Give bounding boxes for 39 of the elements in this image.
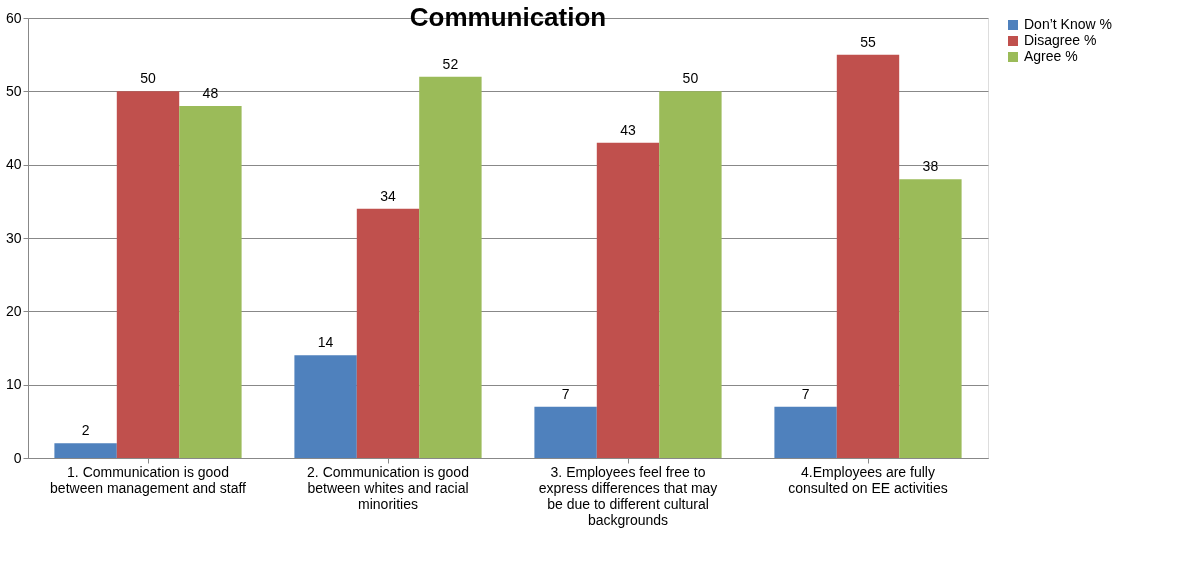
- legend-label: Don’t Know %: [1024, 16, 1112, 32]
- data-label: 55: [860, 33, 876, 50]
- data-label: 2: [81, 422, 90, 439]
- bar: [899, 179, 962, 458]
- bar: [774, 406, 837, 458]
- bar: [54, 443, 117, 458]
- data-label: 52: [442, 55, 459, 72]
- legend-label: Agree %: [1024, 48, 1078, 64]
- data-label: 14: [317, 334, 334, 351]
- bar: [534, 406, 597, 458]
- bar: [659, 91, 722, 458]
- y-tick-label: 60: [5, 9, 22, 26]
- bar: [419, 76, 482, 458]
- bar: [836, 54, 900, 458]
- y-tick-label: 30: [5, 229, 22, 246]
- bar: [356, 208, 420, 458]
- x-tick-label: 2. Communication is good between whites and racial minorities: [307, 463, 469, 512]
- data-label: 38: [922, 158, 939, 175]
- x-tick-label: 4.Employees are fully consulted on EE activities: [788, 463, 948, 496]
- y-tick-label: 40: [5, 156, 22, 173]
- bar: [179, 106, 242, 458]
- data-label: 7: [801, 385, 810, 402]
- bar: [596, 142, 660, 458]
- data-label: 7: [561, 385, 570, 402]
- bar: [294, 355, 357, 458]
- y-tick-label: 0: [13, 449, 22, 466]
- y-tick-label: 50: [5, 82, 22, 99]
- chart-title: Communication: [409, 2, 607, 32]
- y-tick-label: 10: [5, 376, 22, 393]
- bar: [116, 91, 180, 458]
- x-tick-label: 1. Communication is good between management and staff: [50, 463, 247, 496]
- y-tick-label: 20: [5, 302, 22, 319]
- data-label: 48: [202, 85, 219, 101]
- x-tick-label: 3. Employees feel free to express differences that may be due to different cultural backgrounds: [538, 463, 718, 528]
- data-label: 34: [380, 187, 396, 204]
- data-label: 50: [682, 70, 699, 87]
- data-label: 43: [620, 121, 636, 138]
- data-label: 50: [140, 70, 156, 87]
- legend-label: Disagree %: [1024, 32, 1097, 48]
